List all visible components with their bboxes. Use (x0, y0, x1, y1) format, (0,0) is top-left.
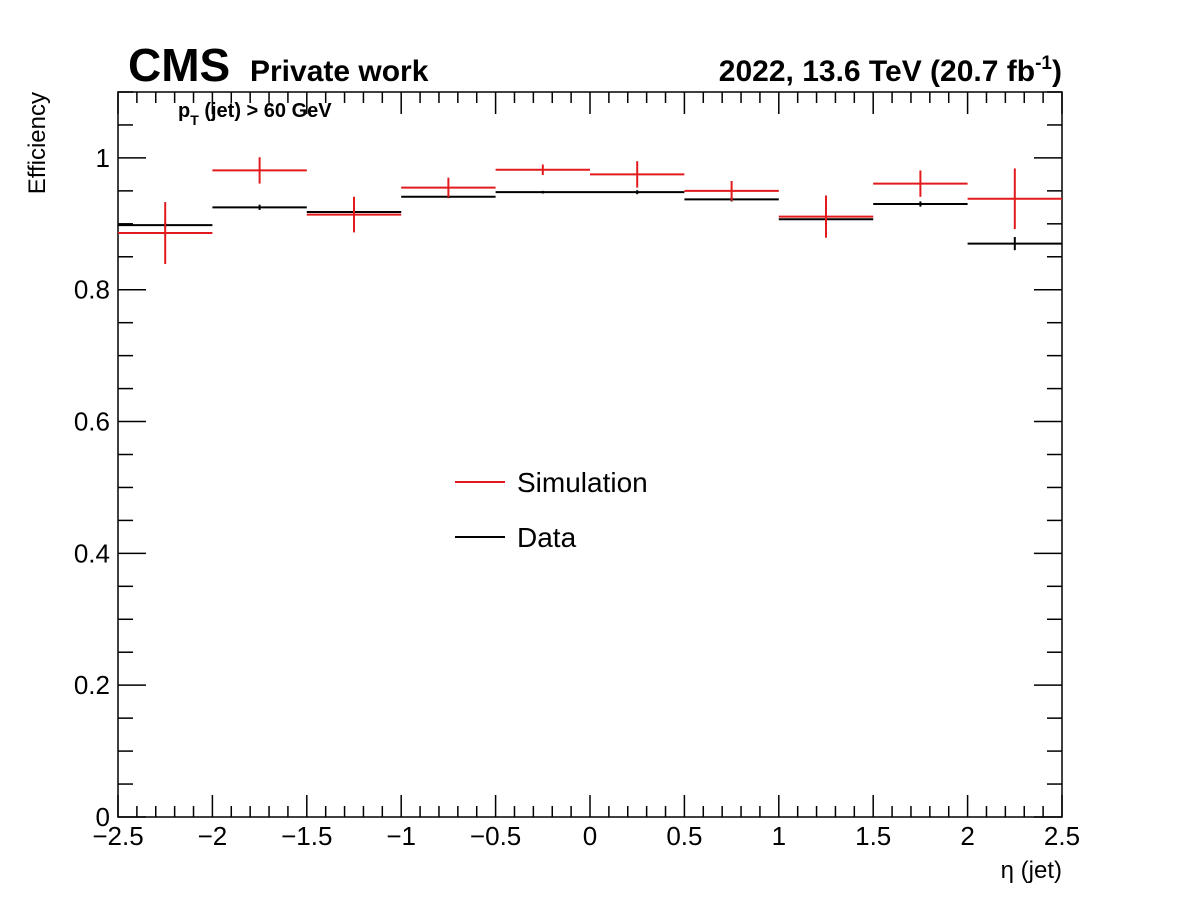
data-point (495, 164, 590, 176)
data-point (684, 180, 779, 201)
x-tick-label: −1.5 (281, 821, 332, 851)
plot-frame (117, 91, 1063, 818)
data-point (590, 190, 685, 195)
cut-rest: (jet) > 60 GeV (199, 100, 332, 122)
y-axis-title: Efficiency (24, 92, 51, 194)
x-tick-label: −2.5 (92, 821, 143, 851)
y-tick-label: 1 (96, 143, 110, 173)
experiment-label: CMS (128, 39, 230, 91)
x-axis-title: η (jet) (1001, 857, 1062, 884)
cut-annotation: pT (jet) > 60 GeV (178, 100, 332, 128)
data-point (873, 201, 968, 207)
data-point (873, 170, 968, 197)
data-point (306, 196, 402, 233)
lumi-prefix: 2022, 13.6 TeV (20.7 fb (719, 55, 1035, 88)
status-label: Private work (250, 55, 429, 88)
data-point (590, 161, 685, 188)
y-tick-label: 0.8 (74, 275, 110, 305)
data-point (212, 204, 307, 210)
data-point (967, 168, 1062, 230)
x-tick-label: −1 (386, 821, 416, 851)
lumi-label: 2022, 13.6 TeV (20.7 fb-1) (719, 53, 1062, 88)
y-tick-label: 0.2 (74, 670, 110, 700)
x-axis-ticks (117, 92, 1063, 817)
x-tick-label: −2 (198, 821, 228, 851)
data-point (118, 202, 213, 265)
data-point (967, 237, 1062, 251)
y-axis-tick-labels: 0 0.2 0.4 0.6 0.8 1 (74, 143, 110, 832)
data-point (495, 190, 590, 194)
series-data (118, 190, 1062, 251)
cut-p: p (178, 100, 190, 122)
data-point (212, 157, 307, 184)
x-tick-label: 0 (583, 821, 597, 851)
legend: Simulation Data (455, 467, 648, 553)
data-series (118, 157, 1062, 265)
x-axis-tick-labels: −2.5 −2 −1.5 −1 −0.5 0 0.5 1 1.5 2 2.5 (92, 821, 1080, 851)
x-tick-label: 2.5 (1044, 821, 1080, 851)
y-tick-label: 0.4 (74, 538, 110, 568)
legend-simulation-label: Simulation (517, 467, 648, 498)
x-tick-label: 0.5 (666, 821, 702, 851)
x-tick-label: 1.5 (855, 821, 891, 851)
lumi-suffix: ) (1052, 55, 1062, 88)
x-tick-label: 1 (772, 821, 786, 851)
y-tick-label: 0 (96, 802, 110, 832)
series-simulation (118, 157, 1062, 265)
data-point (778, 195, 874, 238)
cut-subscript: T (190, 112, 199, 128)
y-axis-ticks (118, 91, 1062, 818)
lumi-exponent: -1 (1035, 53, 1052, 74)
x-tick-label: 2 (960, 821, 974, 851)
x-tick-label: −0.5 (470, 821, 521, 851)
legend-data-label: Data (517, 522, 577, 553)
data-point (401, 177, 496, 198)
y-tick-label: 0.6 (74, 407, 110, 437)
